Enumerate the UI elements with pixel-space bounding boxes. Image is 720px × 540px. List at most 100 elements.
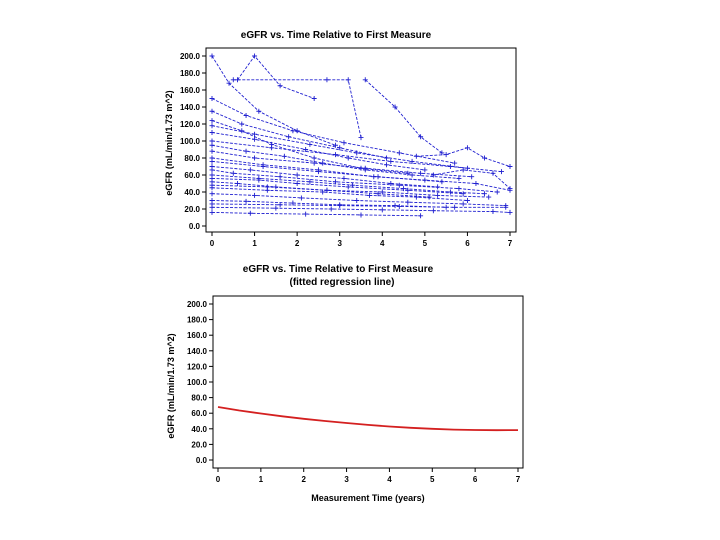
chart1-data-point — [413, 194, 419, 200]
chart1-data-point — [209, 191, 215, 197]
chart1-y-tick-label: 0.0 — [189, 222, 201, 231]
chart1-data-point — [418, 213, 424, 219]
chart1-data-point — [260, 164, 266, 169]
chart1-data-point — [409, 172, 415, 178]
chart1-plot-frame — [205, 47, 517, 233]
chart2-x-tick-label: 2 — [301, 475, 306, 484]
chart1-data-point — [269, 145, 275, 151]
chart1-data-point — [209, 182, 215, 188]
chart1-data-point — [392, 104, 398, 110]
chart1-data-point — [460, 201, 466, 207]
chart1-data-point — [273, 205, 279, 211]
chart1-data-point — [311, 96, 317, 101]
chart1-data-point — [439, 150, 445, 156]
chart1-y-tick-label: 20.0 — [184, 205, 200, 214]
chart1-data-point — [405, 199, 411, 205]
chart2-x-axis: 0 1 2 3 4 5 6 7 — [216, 468, 521, 484]
chart1-series-line — [237, 55, 315, 99]
chart2-x-tick-label: 6 — [473, 475, 478, 484]
chart1-data-point — [418, 134, 424, 140]
chart1-data-point — [277, 202, 283, 208]
chart1-data-point — [235, 181, 241, 186]
chart1-data-point — [460, 167, 466, 173]
chart1-series-line — [211, 206, 511, 213]
chart1-data-point — [422, 167, 428, 173]
chart-spaghetti: eGFR vs. Time Relative to First Measure … — [164, 30, 517, 248]
chart1-data-point — [252, 136, 258, 142]
chart1-x-tick-label: 7 — [508, 239, 513, 248]
chart2-x-tick-label: 7 — [516, 475, 521, 484]
chart2-y-tick-label: 40.0 — [191, 425, 207, 434]
chart2-y-tick-label: 0.0 — [196, 456, 208, 465]
chart1-data-point — [413, 153, 419, 159]
chart1-data-point — [464, 145, 470, 151]
chart1-y-tick-label: 60.0 — [184, 171, 200, 180]
chart1-data-point — [315, 169, 321, 175]
chart1-data-point — [452, 160, 458, 166]
chart1-y-tick-label: 200.0 — [180, 52, 201, 61]
chart1-data-point — [252, 192, 258, 198]
chart1-series-line — [211, 150, 472, 178]
chart1-data-point — [332, 152, 338, 158]
chart2-y-tick-label: 60.0 — [191, 409, 207, 418]
chart1-data-point — [481, 191, 487, 197]
chart1-data-point — [452, 204, 458, 210]
chart1-data-point — [341, 140, 347, 146]
chart2-x-tick-label: 4 — [387, 475, 392, 484]
chart2-subtitle: (fitted regression line) — [289, 277, 394, 288]
chart1-data-point — [362, 165, 368, 171]
chart1-data-point — [486, 194, 492, 200]
chart1-data-point — [239, 128, 245, 134]
chart1-data-point — [264, 184, 270, 190]
chart1-x-tick-label: 1 — [252, 239, 257, 248]
chart1-data-point — [230, 170, 236, 176]
chart1-ylabel: eGFR (mL/min/1.73 m^2) — [164, 90, 174, 195]
chart2-x-tick-label: 5 — [430, 475, 435, 484]
chart2-y-axis: 0.0 20.0 40.0 60.0 80.0 100.0 120.0 140.0 160.0 1… — [187, 300, 213, 465]
chart1-data-point — [209, 175, 215, 181]
chart1-data-point — [354, 198, 360, 203]
chart1-data-point — [358, 212, 364, 218]
chart1-y-tick-label: 140.0 — [180, 103, 201, 112]
chart2-xlabel: Measurement Time (years) — [311, 493, 424, 503]
chart1-data-point — [507, 164, 513, 169]
chart2-y-tick-label: 140.0 — [187, 347, 208, 356]
chart1-data-point — [247, 167, 253, 173]
chart1-data-point — [243, 148, 249, 154]
chart1-x-tick-label: 6 — [465, 239, 470, 248]
chart2-x-tick-label: 1 — [259, 475, 264, 484]
chart1-data-point — [439, 179, 445, 185]
chart1-series-line — [211, 200, 447, 208]
chart1-data-point — [409, 158, 415, 164]
chart2-y-tick-label: 160.0 — [187, 331, 208, 340]
chart1-data-point — [490, 209, 496, 215]
chart1-data-point — [367, 192, 373, 198]
chart1-series-line — [211, 203, 506, 208]
chart2-series-group — [217, 406, 519, 432]
chart1-data-point — [426, 194, 432, 200]
chart1-data-point — [460, 191, 466, 197]
chart1-data-point — [307, 141, 313, 147]
chart2-x-tick-label: 3 — [344, 475, 349, 484]
chart1-data-point — [337, 203, 343, 209]
chart1-data-point — [447, 189, 453, 195]
chart1-data-point — [396, 182, 402, 188]
chart1-data-point — [311, 160, 317, 166]
chart1-data-point — [243, 198, 249, 204]
chart1-data-point — [252, 131, 258, 137]
chart1-data-point — [290, 128, 296, 134]
chart1-series-line — [233, 79, 362, 138]
chart1-data-point — [286, 134, 292, 140]
chart1-data-point — [430, 208, 436, 214]
chart1-x-axis: 0 1 2 3 4 5 6 7 — [210, 232, 513, 248]
chart2-plot-frame — [212, 295, 524, 469]
chart1-data-point — [507, 209, 513, 215]
chart1-data-point — [209, 130, 215, 135]
chart2-ylabel: eGFR (mL/min/1.73 m^2) — [166, 333, 176, 438]
chart1-data-point — [239, 121, 245, 127]
chart1-data-point — [252, 155, 258, 161]
chart1-data-point — [209, 209, 215, 215]
chart1-data-point — [328, 206, 334, 212]
chart1-data-point — [396, 203, 402, 209]
